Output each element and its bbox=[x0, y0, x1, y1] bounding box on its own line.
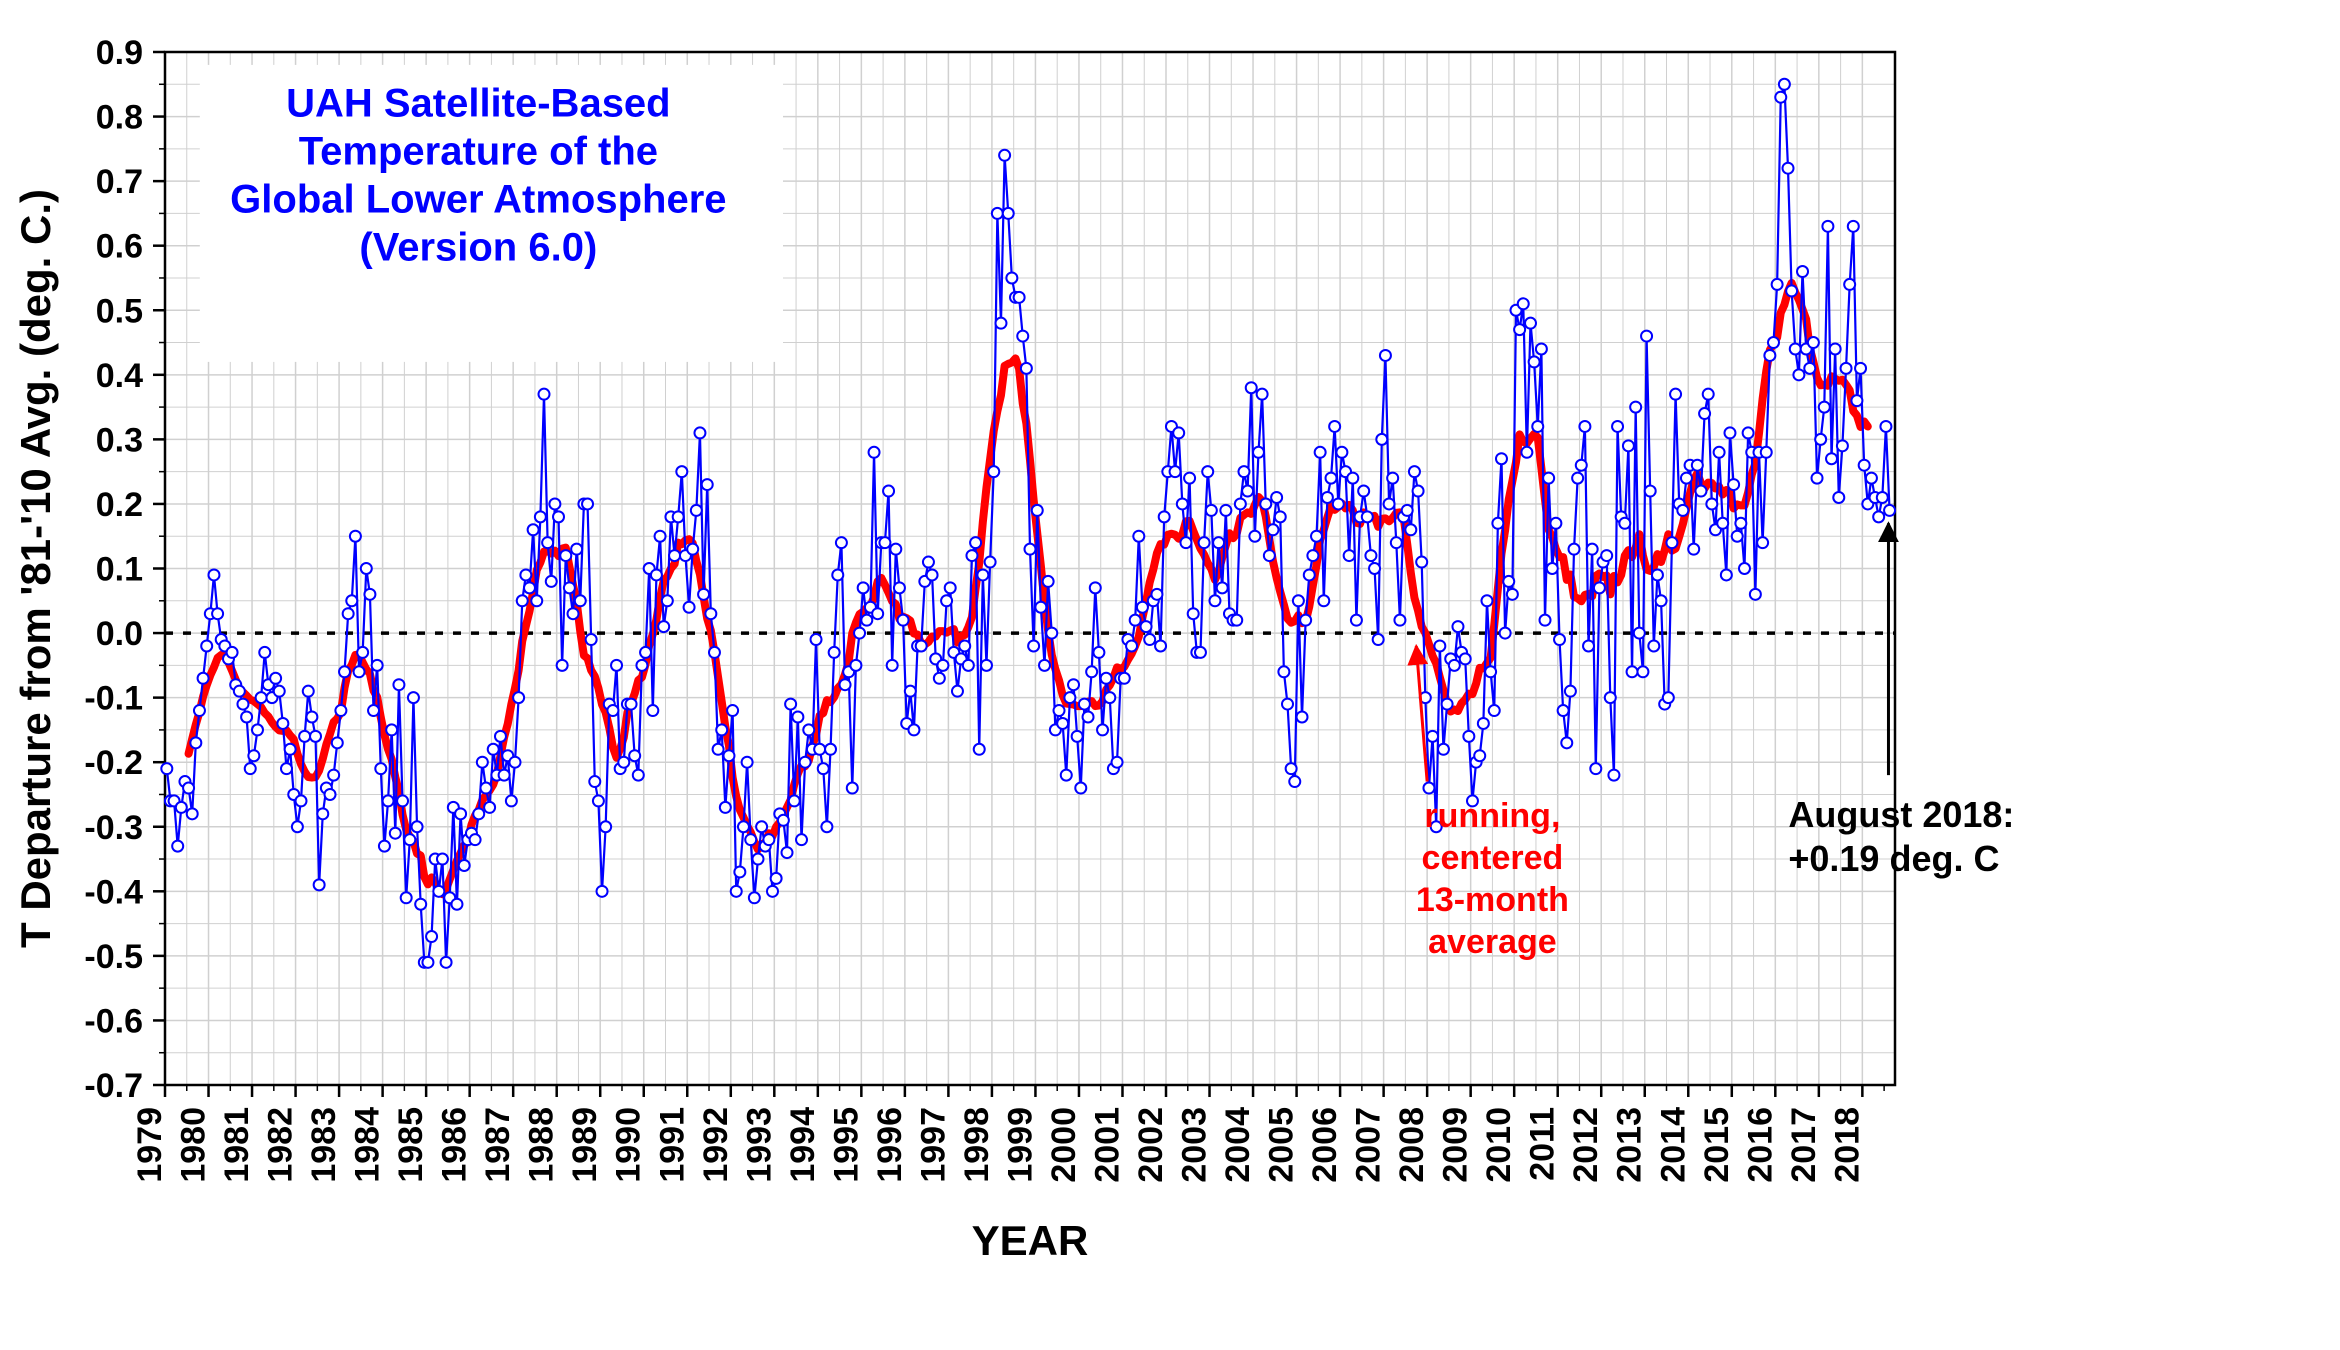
svg-text:2013: 2013 bbox=[1611, 1107, 1649, 1183]
title-line: (Version 6.0) bbox=[359, 226, 597, 270]
title-line: UAH Satellite-Based bbox=[286, 82, 671, 126]
svg-text:2008: 2008 bbox=[1393, 1107, 1431, 1183]
svg-text:1984: 1984 bbox=[349, 1107, 387, 1183]
svg-text:1992: 1992 bbox=[697, 1107, 735, 1183]
svg-text:-0.5: -0.5 bbox=[84, 938, 143, 976]
title-line: Temperature of the bbox=[299, 130, 658, 174]
svg-text:2012: 2012 bbox=[1567, 1107, 1605, 1183]
svg-text:1990: 1990 bbox=[610, 1107, 648, 1183]
svg-text:August 2018:: August 2018: bbox=[1788, 794, 2014, 835]
svg-text:0.7: 0.7 bbox=[96, 163, 143, 201]
svg-text:2003: 2003 bbox=[1176, 1107, 1214, 1183]
svg-text:1989: 1989 bbox=[566, 1107, 604, 1183]
svg-text:-0.1: -0.1 bbox=[84, 680, 143, 718]
svg-text:2006: 2006 bbox=[1306, 1107, 1344, 1183]
svg-text:2018: 2018 bbox=[1828, 1107, 1866, 1183]
svg-text:average: average bbox=[1428, 923, 1557, 961]
svg-text:-0.2: -0.2 bbox=[84, 744, 143, 782]
svg-text:2016: 2016 bbox=[1741, 1107, 1779, 1183]
svg-text:2011: 2011 bbox=[1524, 1107, 1562, 1181]
svg-text:1997: 1997 bbox=[914, 1107, 952, 1183]
svg-text:1991: 1991 bbox=[653, 1107, 691, 1183]
svg-text:1998: 1998 bbox=[958, 1107, 996, 1183]
svg-text:2017: 2017 bbox=[1785, 1107, 1823, 1183]
svg-text:-0.3: -0.3 bbox=[84, 809, 143, 847]
svg-text:2000: 2000 bbox=[1045, 1107, 1083, 1183]
svg-text:0.5: 0.5 bbox=[96, 292, 143, 330]
svg-text:1999: 1999 bbox=[1001, 1107, 1039, 1183]
y-axis-label: T Departure from '81-'10 Avg. (deg. C.) bbox=[12, 189, 59, 948]
svg-text:running,: running, bbox=[1424, 797, 1560, 835]
svg-text:1981: 1981 bbox=[218, 1107, 256, 1183]
svg-text:centered: centered bbox=[1422, 839, 1564, 877]
chart-container: -0.7 -0.6 -0.5 -0.4 -0.3 -0.2 -0.1 0.0 0.1 0.2 0.3… bbox=[0, 0, 2340, 1350]
svg-text:1996: 1996 bbox=[871, 1107, 909, 1183]
svg-text:2010: 2010 bbox=[1480, 1107, 1518, 1183]
svg-text:-0.4: -0.4 bbox=[84, 873, 143, 911]
svg-text:1986: 1986 bbox=[436, 1107, 474, 1183]
svg-text:2014: 2014 bbox=[1654, 1107, 1692, 1183]
svg-text:2001: 2001 bbox=[1088, 1107, 1126, 1183]
svg-text:0.6: 0.6 bbox=[96, 228, 143, 266]
svg-text:1979: 1979 bbox=[131, 1107, 169, 1183]
svg-text:0.3: 0.3 bbox=[96, 421, 143, 459]
svg-text:0.9: 0.9 bbox=[96, 34, 143, 72]
svg-text:2007: 2007 bbox=[1350, 1107, 1388, 1183]
title-line: Global Lower Atmosphere bbox=[230, 178, 726, 222]
svg-text:1987: 1987 bbox=[479, 1107, 517, 1183]
chart-title: UAH Satellite-BasedTemperature of theGlo… bbox=[200, 65, 783, 362]
svg-text:2009: 2009 bbox=[1437, 1107, 1475, 1183]
chart-svg: -0.7 -0.6 -0.5 -0.4 -0.3 -0.2 -0.1 0.0 0.1 0.2 0.3… bbox=[0, 0, 2340, 1350]
svg-text:0.2: 0.2 bbox=[96, 486, 143, 524]
svg-text:13-month: 13-month bbox=[1416, 881, 1569, 919]
svg-text:1982: 1982 bbox=[262, 1107, 300, 1183]
svg-text:1993: 1993 bbox=[740, 1107, 778, 1183]
svg-text:1988: 1988 bbox=[523, 1107, 561, 1183]
svg-text:-0.7: -0.7 bbox=[84, 1067, 143, 1105]
svg-text:0.0: 0.0 bbox=[96, 615, 143, 653]
svg-text:-0.6: -0.6 bbox=[84, 1002, 143, 1040]
svg-text:+0.19 deg. C: +0.19 deg. C bbox=[1788, 838, 1999, 879]
svg-text:0.4: 0.4 bbox=[96, 357, 143, 395]
svg-text:2015: 2015 bbox=[1698, 1107, 1736, 1183]
x-axis-label: YEAR bbox=[972, 1217, 1089, 1264]
svg-text:2002: 2002 bbox=[1132, 1107, 1170, 1183]
svg-text:0.8: 0.8 bbox=[96, 99, 143, 137]
svg-text:1985: 1985 bbox=[392, 1107, 430, 1183]
svg-text:2005: 2005 bbox=[1263, 1107, 1301, 1183]
svg-text:1995: 1995 bbox=[827, 1107, 865, 1183]
svg-text:0.1: 0.1 bbox=[96, 551, 143, 589]
svg-text:1980: 1980 bbox=[175, 1107, 213, 1183]
svg-text:1994: 1994 bbox=[784, 1107, 822, 1183]
svg-text:1983: 1983 bbox=[305, 1107, 343, 1183]
svg-text:2004: 2004 bbox=[1219, 1107, 1257, 1183]
